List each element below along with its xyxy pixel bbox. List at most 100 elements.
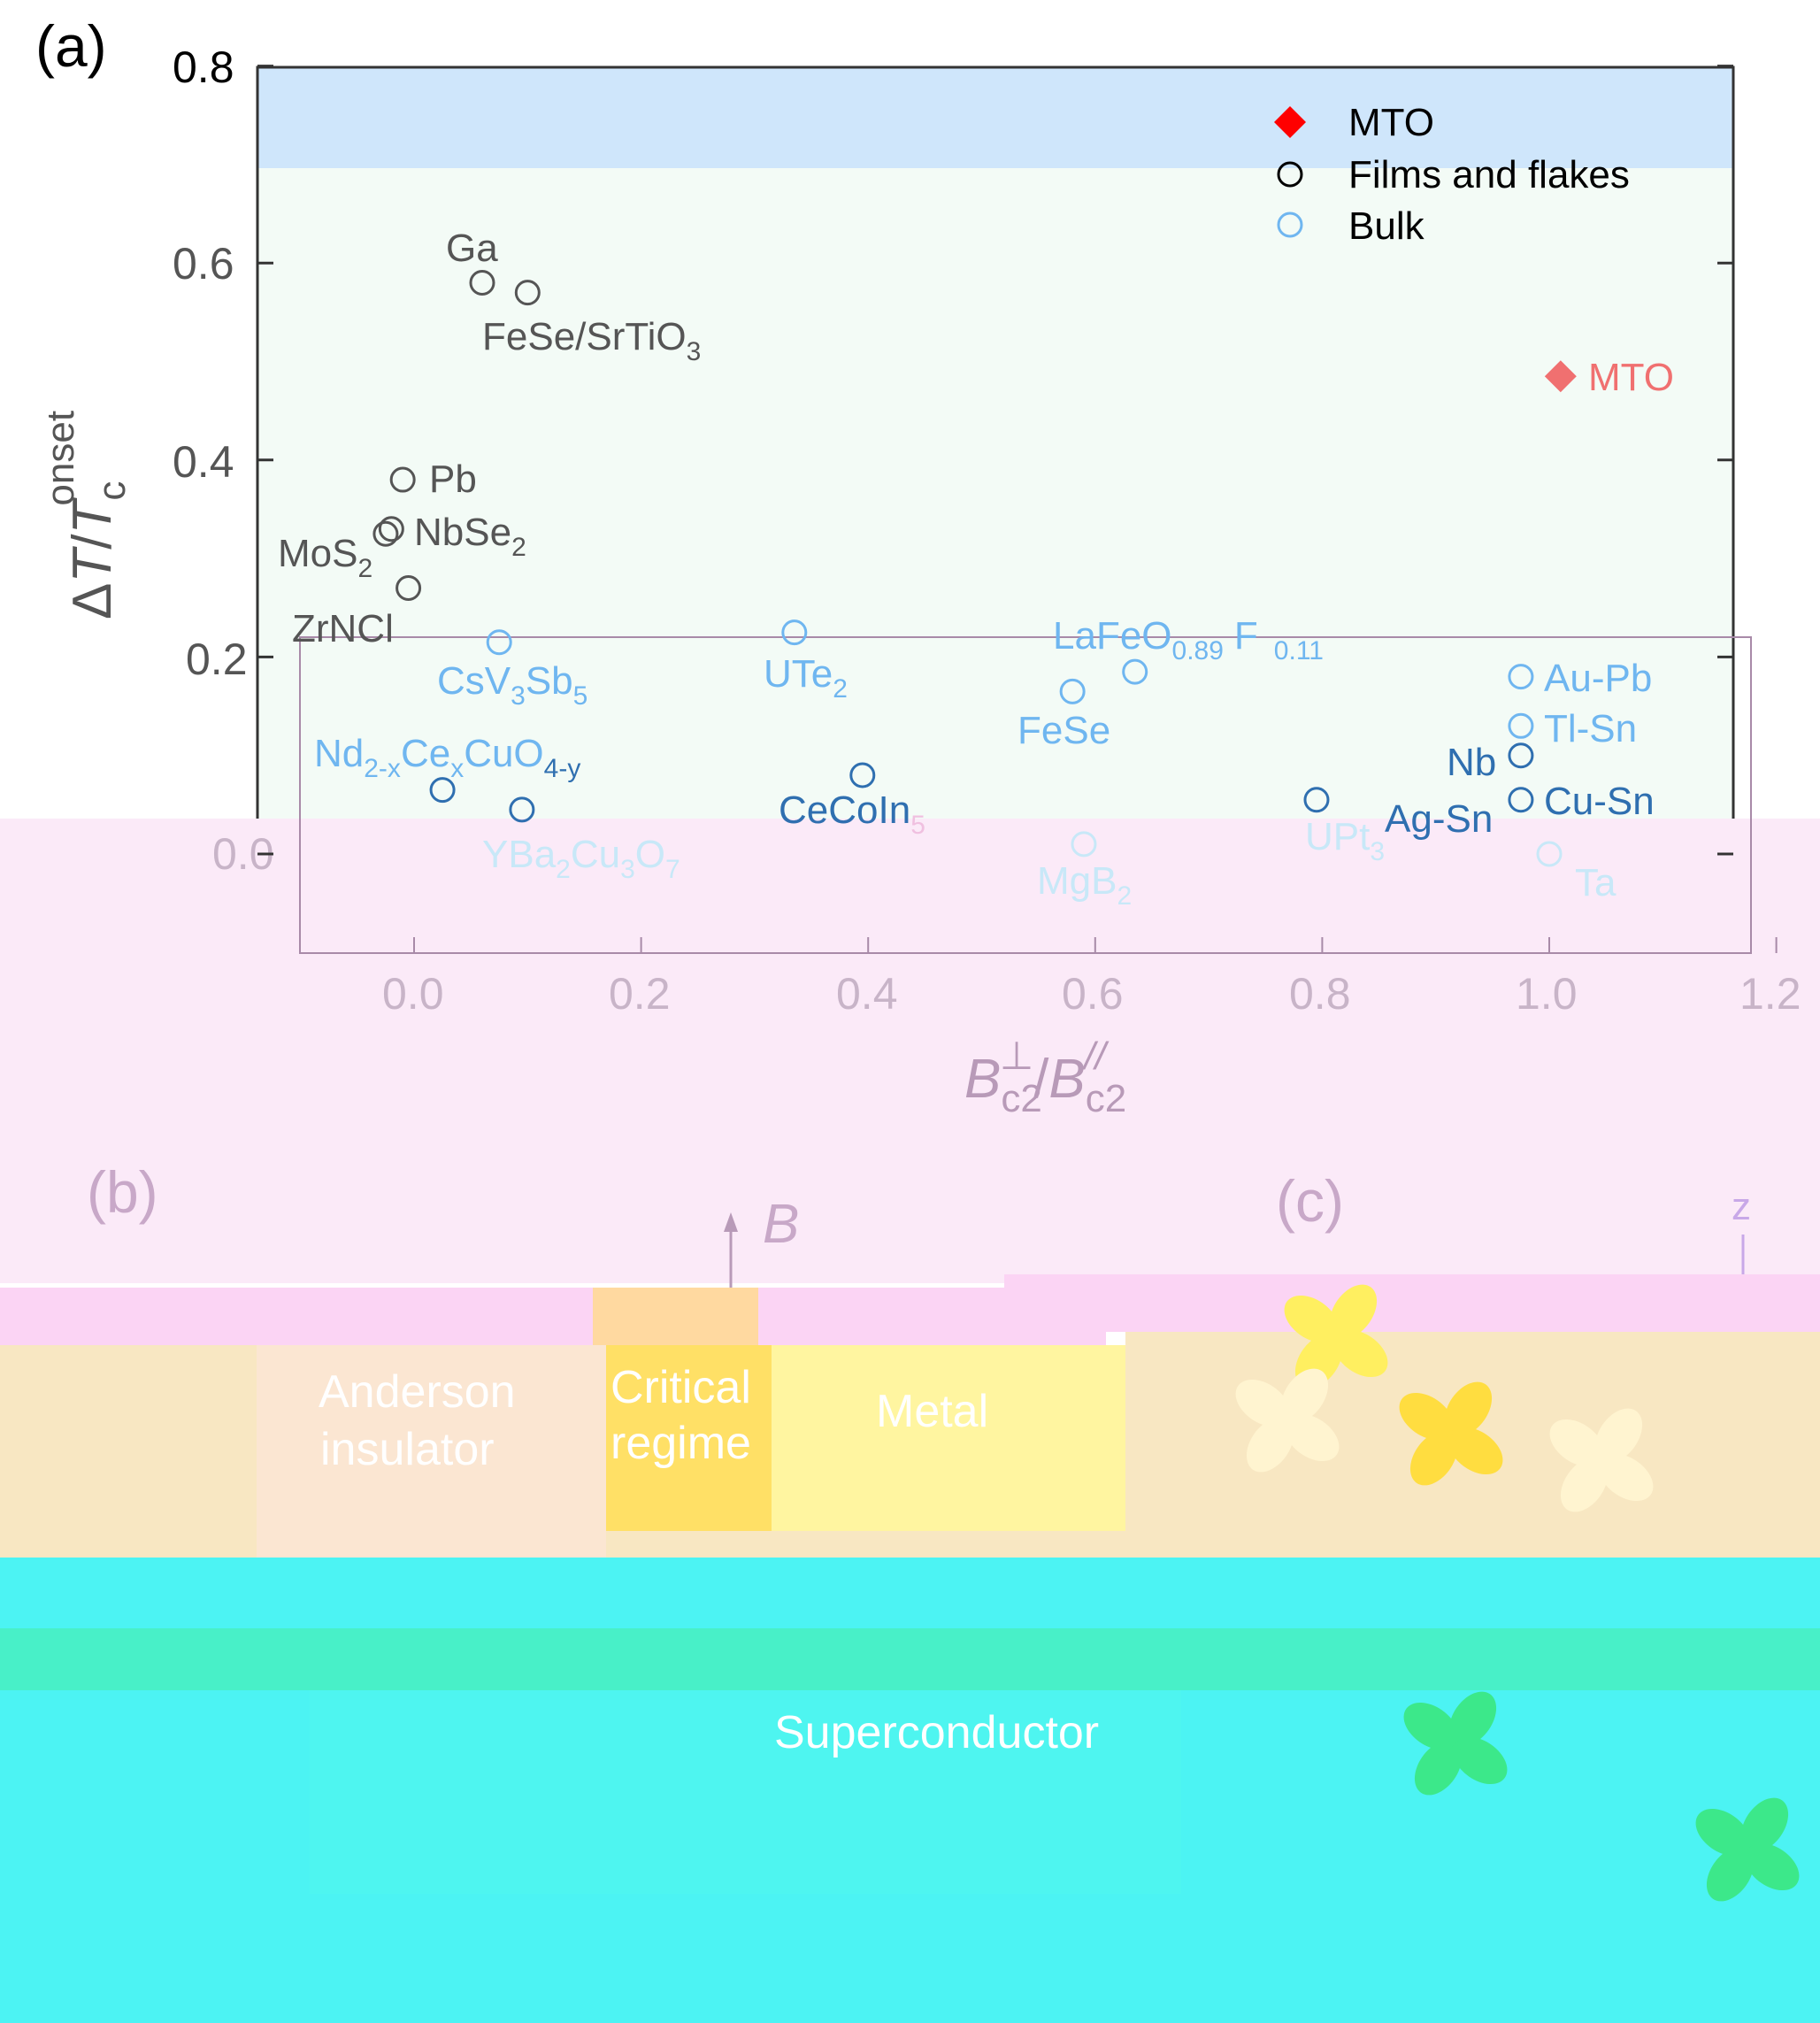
label-ute2: UTe2 bbox=[764, 652, 848, 704]
label-subscript: 2 bbox=[357, 554, 372, 583]
x-title-c2b: c2 bbox=[1086, 1077, 1126, 1120]
orbital-lobe bbox=[1409, 1431, 1458, 1486]
label-part: F bbox=[1234, 614, 1258, 658]
y-tick-label: 0.2 bbox=[186, 635, 248, 684]
label-part: MgB bbox=[1037, 859, 1117, 903]
label-part: O bbox=[635, 833, 665, 876]
label-mgb2: MgB2 bbox=[1037, 859, 1132, 911]
critical-regime-label-2: regime bbox=[611, 1418, 751, 1469]
label-csv3sb5: CsV3Sb5 bbox=[437, 659, 587, 711]
label-subscript: 4-y bbox=[544, 754, 581, 783]
y-title-delta: Δ bbox=[62, 583, 123, 619]
x-ticks bbox=[413, 937, 1778, 953]
x-title-B1: B bbox=[964, 1049, 1001, 1110]
orbital-lobe bbox=[1706, 1847, 1755, 1902]
orbital-lobe bbox=[1594, 1408, 1643, 1463]
data-point-nb bbox=[1508, 742, 1534, 769]
panel-c-label: (c) bbox=[1276, 1168, 1344, 1234]
critical-regime-region bbox=[606, 1345, 772, 1531]
data-point-csv3sb5 bbox=[486, 629, 512, 656]
orbital-lobe bbox=[1235, 1379, 1290, 1427]
orbital-lobe bbox=[1599, 1453, 1654, 1502]
x-title-perp: ⊥ bbox=[1000, 1035, 1033, 1078]
y-title-T: T bbox=[62, 546, 123, 583]
orbital-lobe bbox=[1560, 1458, 1609, 1512]
b-field-arrowhead bbox=[724, 1212, 738, 1232]
lower-plot-frame bbox=[299, 636, 1752, 954]
orbital-clovers bbox=[1235, 1284, 1800, 1902]
label-part: CsV bbox=[437, 659, 511, 703]
label-part: FeSe/SrTiO bbox=[482, 315, 687, 358]
label-subscript: 5 bbox=[910, 811, 925, 840]
data-point-pb bbox=[389, 466, 416, 493]
orbital-lobe bbox=[1444, 1381, 1493, 1436]
label-subscript: 2-x bbox=[364, 754, 401, 783]
x-tick-label: 0.2 bbox=[609, 969, 671, 1019]
label-pb: Pb bbox=[429, 458, 477, 501]
anderson-insulator-label-2: insulator bbox=[320, 1424, 495, 1475]
x-axis-title: Bc2⊥/Bc2// bbox=[964, 1035, 1126, 1120]
x-title-par: // bbox=[1081, 1035, 1109, 1078]
panel-b-label: (b) bbox=[87, 1159, 158, 1225]
label-mto: MTO bbox=[1588, 356, 1674, 399]
y-axis-title: ΔT/Tconset bbox=[39, 411, 134, 619]
data-point-lafeo0.89f0.11 bbox=[1122, 658, 1148, 685]
orbital-clover bbox=[1284, 1284, 1388, 1388]
label-part: NbSe bbox=[414, 511, 511, 554]
legend-bulk-marker bbox=[1277, 212, 1303, 238]
x-title-B2: B bbox=[1048, 1049, 1085, 1110]
anderson-insulator-region bbox=[257, 1345, 606, 1558]
data-point-mgb2 bbox=[1071, 831, 1097, 858]
orbital-lobe bbox=[1414, 1741, 1463, 1796]
material-labels: Ga FeSe/SrTiO3 Pb NbSe2 MoS2 ZrNCl CsV3S… bbox=[278, 227, 1674, 911]
label-ga: Ga bbox=[446, 227, 498, 270]
label-ndce: Nd2-xCexCuO4-y bbox=[314, 732, 580, 783]
critical-regime-top bbox=[593, 1288, 758, 1345]
label-mos2: MoS2 bbox=[278, 532, 372, 583]
label-subscript: 2 bbox=[1117, 881, 1132, 911]
data-point-mos2 bbox=[372, 520, 399, 547]
x-title-c2a: c2 bbox=[1001, 1077, 1041, 1120]
b-field-label: B bbox=[763, 1194, 799, 1255]
phase-diagram: B Anderson insulator Critical regime Met… bbox=[0, 1194, 1820, 2023]
label-ybco: YBa2Cu3O7 bbox=[482, 833, 680, 884]
data-point-nd2-xcexcuo4-y bbox=[429, 777, 456, 804]
data-point-cu-sn bbox=[1508, 787, 1534, 813]
label-ta: Ta bbox=[1575, 861, 1616, 904]
data-point-cecoin5 bbox=[849, 762, 876, 788]
legend: MTO Films and flakes Bulk bbox=[1274, 101, 1630, 248]
data-point-ga bbox=[469, 269, 495, 296]
label-part: Nd bbox=[314, 732, 364, 775]
orbital-clover bbox=[1403, 1691, 1508, 1796]
orbital-clover bbox=[1549, 1408, 1654, 1512]
y-ticks bbox=[257, 65, 1733, 856]
label-part: Ce bbox=[401, 732, 450, 775]
label-subscript: 5 bbox=[573, 681, 588, 711]
label-part: UPt bbox=[1305, 815, 1370, 858]
orbital-lobe bbox=[1448, 1691, 1497, 1746]
label-subscript: 2 bbox=[833, 674, 848, 704]
label-fese: FeSe bbox=[1018, 709, 1110, 752]
orbital-lobe bbox=[1285, 1413, 1340, 1462]
y-title-onset: onset bbox=[39, 411, 82, 506]
orbital-clover bbox=[1235, 1368, 1340, 1473]
label-part: LaFeO bbox=[1053, 614, 1172, 658]
label-subscript: 0.11 bbox=[1274, 636, 1324, 665]
label-subscript: 2 bbox=[556, 855, 571, 884]
lower-plot-region bbox=[0, 819, 1820, 1283]
plot-area bbox=[0, 65, 1820, 1283]
label-subscript: 0.89 bbox=[1172, 636, 1224, 665]
x-axis: 0.0 0.2 0.4 0.6 0.8 1.0 1.2 bbox=[382, 937, 1801, 1019]
legend-films-marker bbox=[1277, 161, 1303, 188]
orbital-lobe bbox=[1403, 1702, 1458, 1750]
label-tlsn: Tl-Sn bbox=[1544, 707, 1637, 750]
label-nb: Nb bbox=[1447, 741, 1496, 784]
legend-films-text: Films and flakes bbox=[1348, 153, 1630, 196]
data-point-fese/srtio3 bbox=[514, 280, 541, 306]
label-part: CeCoIn bbox=[779, 788, 910, 832]
orbital-lobe bbox=[1453, 1736, 1508, 1785]
label-part: Cu bbox=[571, 833, 620, 876]
orbital-lobe bbox=[1333, 1329, 1388, 1378]
y-tick-label: 0.6 bbox=[173, 239, 234, 288]
data-point-tl-sn bbox=[1508, 712, 1534, 739]
